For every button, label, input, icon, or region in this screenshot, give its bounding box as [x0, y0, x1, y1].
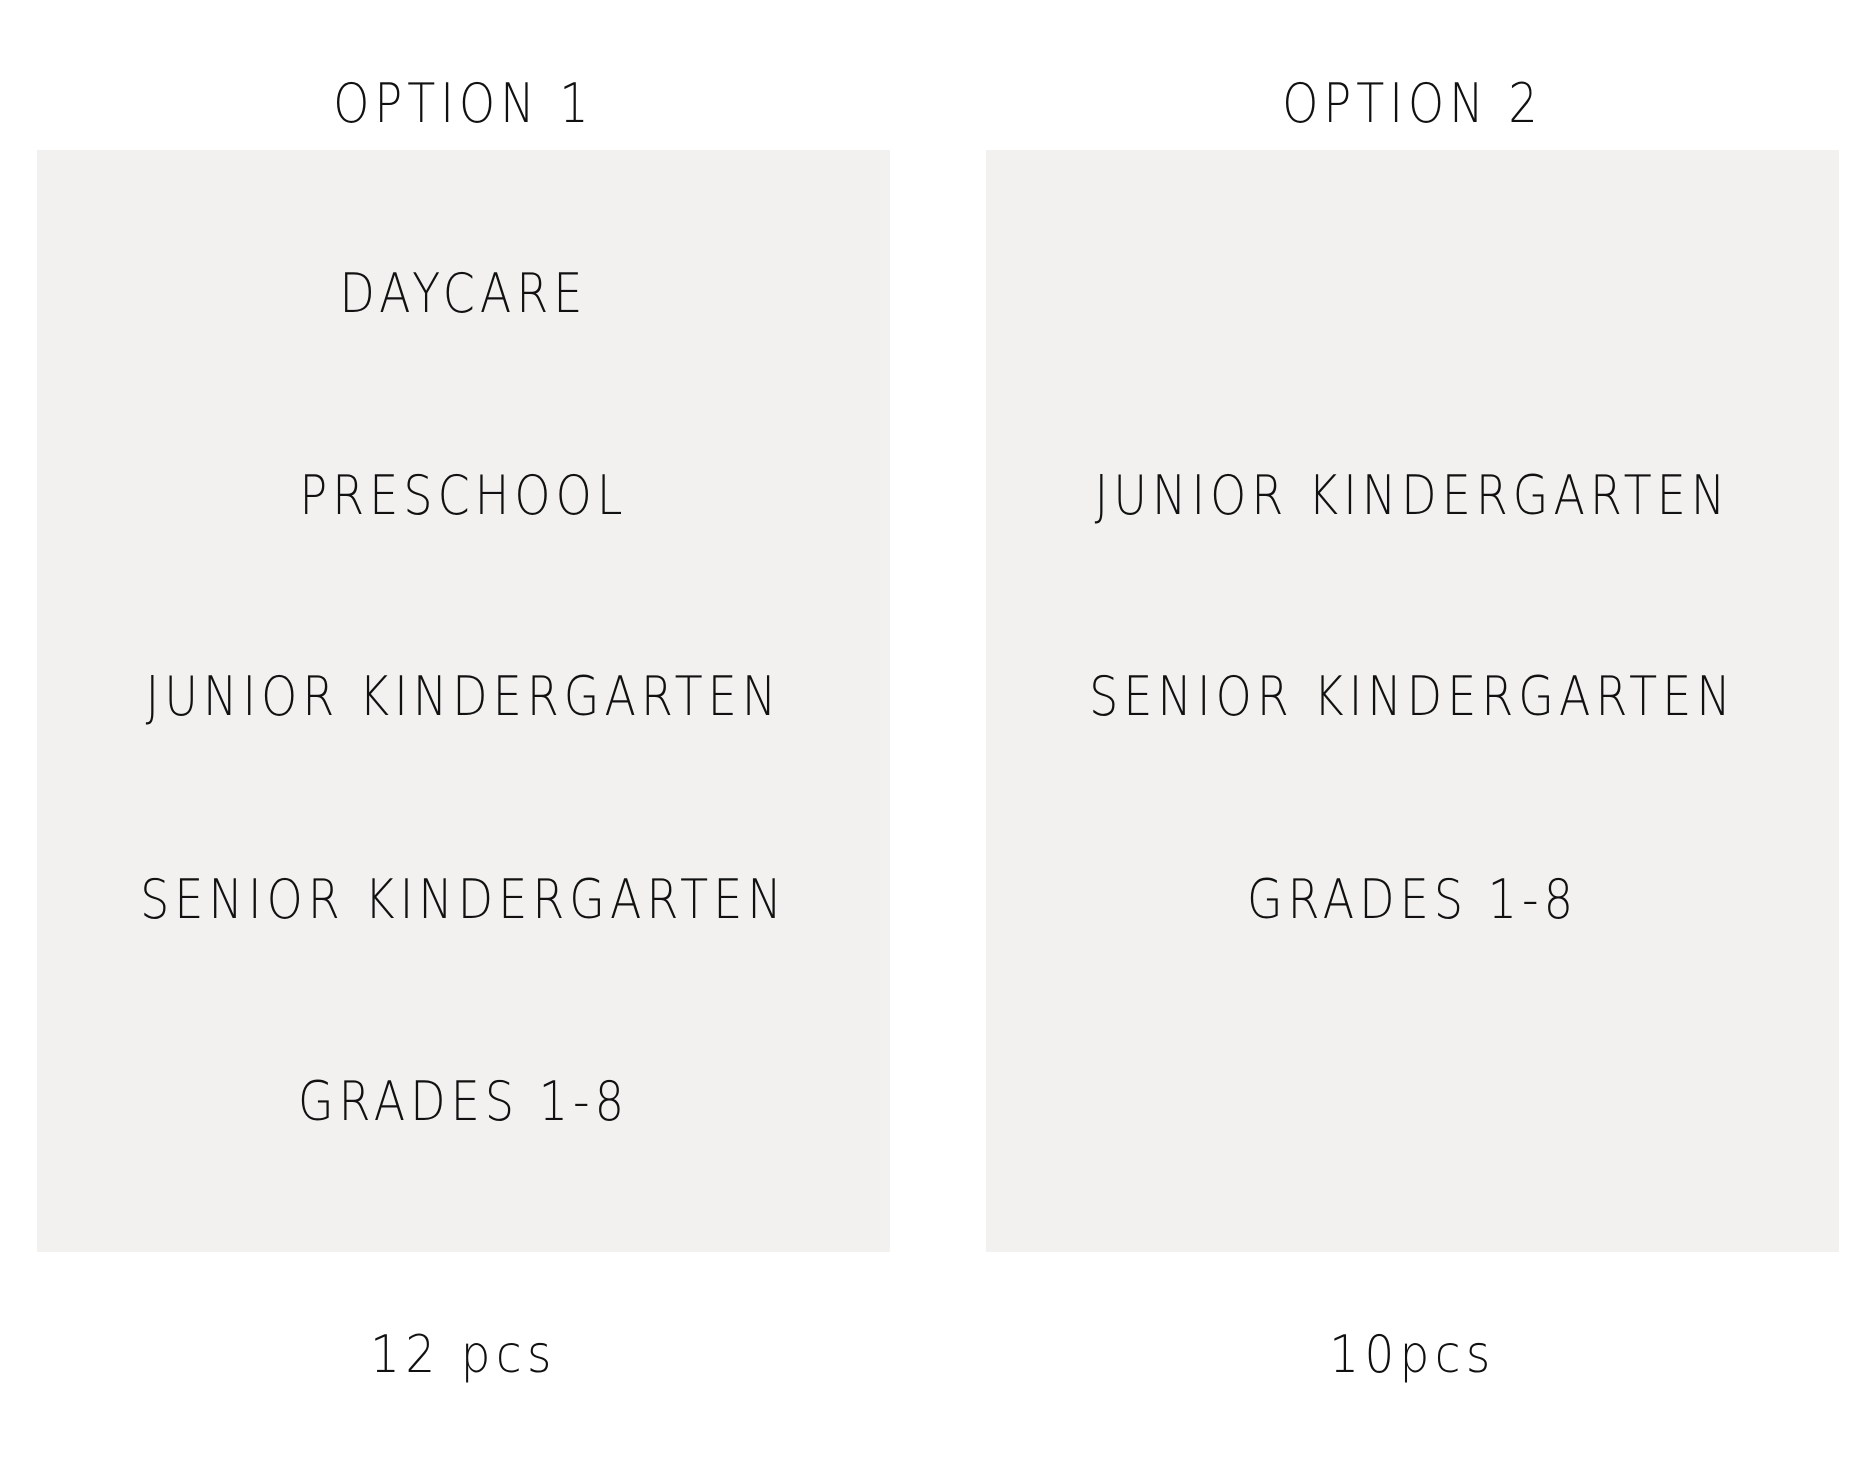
option-2-column: OPTION 2 JUNIOR KINDERGARTEN SENIOR KIND…: [986, 0, 1839, 1481]
option-2-title: OPTION 2: [1282, 72, 1543, 135]
option-1-quantity: 12 pcs: [370, 1325, 557, 1385]
option-2-quantity: 10pcs: [1329, 1325, 1496, 1385]
option-2-item: SENIOR KINDERGARTEN: [1089, 665, 1736, 728]
option-1-item: SENIOR KINDERGARTEN: [140, 868, 787, 931]
option-1-column: OPTION 1 DAYCARE PRESCHOOL JUNIOR KINDER…: [37, 0, 890, 1481]
option-1-item: JUNIOR KINDERGARTEN: [145, 665, 782, 728]
option-2-panel: JUNIOR KINDERGARTEN SENIOR KINDERGARTEN …: [986, 150, 1839, 1252]
option-1-title: OPTION 1: [333, 72, 594, 135]
option-1-panel: DAYCARE PRESCHOOL JUNIOR KINDERGARTEN SE…: [37, 150, 890, 1252]
option-2-item: JUNIOR KINDERGARTEN: [1094, 464, 1731, 527]
option-1-item: PRESCHOOL: [299, 464, 628, 527]
option-2-item: GRADES 1-8: [1246, 868, 1579, 931]
option-1-item: GRADES 1-8: [297, 1070, 630, 1133]
option-1-item: DAYCARE: [339, 262, 588, 325]
